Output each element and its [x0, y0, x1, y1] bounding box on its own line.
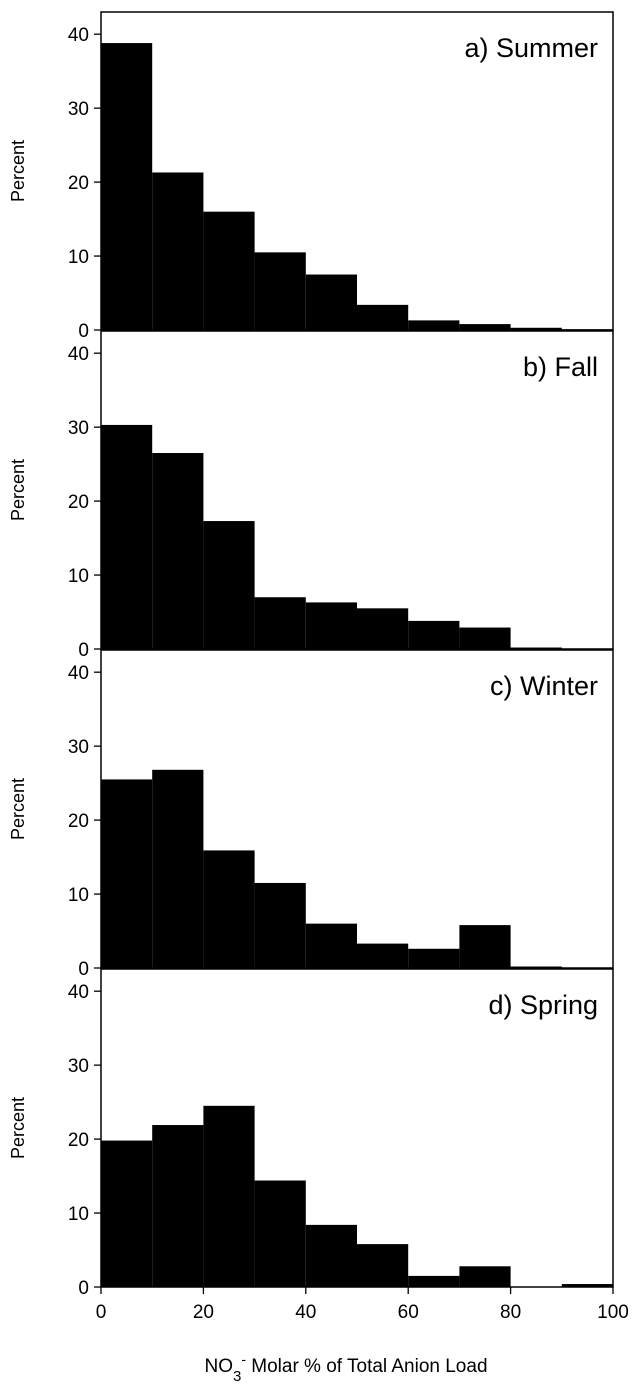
- bar-bfall-70-80: [459, 627, 511, 649]
- x-tick-label-40: 40: [295, 1302, 316, 1323]
- y-tick-label-asummer-30: 30: [68, 99, 89, 120]
- panel-frame-bfall: [100, 330, 614, 650]
- bar-bfall-0-10: [101, 424, 153, 649]
- y-tick-label-asummer-0: 0: [78, 321, 89, 342]
- bar-cwinter-20-30: [203, 850, 255, 968]
- y-tick-label-cwinter-0: 0: [78, 959, 89, 980]
- y-tick-label-bfall-10: 10: [68, 566, 89, 587]
- y-tick-label-bfall-0: 0: [78, 640, 89, 661]
- panel-title-bfall: b) Fall: [523, 352, 598, 382]
- bar-asummer-20-30: [203, 211, 255, 330]
- bar-dspring-20-30: [203, 1105, 255, 1287]
- bar-asummer-30-40: [254, 252, 306, 330]
- y-tick-label-cwinter-40: 40: [68, 663, 89, 684]
- bar-bfall-40-50: [305, 602, 357, 649]
- bar-cwinter-0-10: [101, 779, 153, 968]
- y-axis-label-dspring: Percent: [8, 1097, 28, 1159]
- y-tick-label-bfall-20: 20: [68, 492, 89, 513]
- x-axis-label-superscript: -: [241, 1351, 246, 1367]
- x-axis-label: NO3- Molar % of Total Anion Load: [204, 1351, 487, 1385]
- bar-dspring-50-60: [357, 1244, 409, 1287]
- bar-bfall-30-40: [254, 597, 306, 649]
- y-tick-label-cwinter-10: 10: [68, 885, 89, 906]
- bar-asummer-60-70: [408, 320, 460, 330]
- bar-asummer-50-60: [357, 304, 409, 330]
- y-tick-label-asummer-40: 40: [68, 25, 89, 46]
- bar-dspring-10-20: [152, 1125, 204, 1287]
- y-tick-label-dspring-40: 40: [68, 982, 89, 1003]
- y-tick-label-dspring-30: 30: [68, 1056, 89, 1077]
- y-tick-label-asummer-20: 20: [68, 173, 89, 194]
- bar-dspring-40-50: [305, 1224, 357, 1287]
- x-tick-label-0: 0: [96, 1302, 107, 1323]
- bar-bfall-60-70: [408, 620, 460, 649]
- bar-dspring-60-70: [408, 1275, 460, 1287]
- x-tick-label-60: 60: [398, 1302, 419, 1323]
- bar-bfall-10-20: [152, 453, 204, 649]
- panel-frame-cwinter: [100, 649, 614, 969]
- panel-dspring: 0 10 20 30 40 Percent d) Spring: [8, 968, 614, 1299]
- x-tick-label-20: 20: [193, 1302, 214, 1323]
- bar-asummer-40-50: [305, 274, 357, 330]
- y-tick-label-dspring-0: 0: [78, 1278, 89, 1299]
- bar-dspring-0-10: [101, 1140, 153, 1287]
- panels-layer: 0 10 20 30 40 Percent a) Summer 0 10 20 30 40 Percen…: [8, 11, 614, 1299]
- bar-asummer-0-10: [101, 43, 153, 331]
- y-axis-label-cwinter: Percent: [8, 778, 28, 840]
- bar-asummer-80-90: [510, 327, 562, 330]
- bar-cwinter-50-60: [357, 943, 409, 968]
- x-axis-label-prefix: NO: [204, 1356, 233, 1377]
- bar-cwinter-60-70: [408, 948, 460, 968]
- panel-cwinter: 0 10 20 30 40 Percent c) Winter: [8, 649, 614, 980]
- x-axis-label-subscript: 3: [233, 1368, 241, 1385]
- panel-frame-dspring: [100, 968, 614, 1288]
- y-tick-label-dspring-20: 20: [68, 1130, 89, 1151]
- bar-asummer-10-20: [152, 172, 204, 330]
- panel-title-dspring: d) Spring: [488, 990, 598, 1020]
- y-tick-label-dspring-10: 10: [68, 1204, 89, 1225]
- panel-bfall: 0 10 20 30 40 Percent b) Fall: [8, 330, 614, 661]
- bar-dspring-90-100: [561, 1284, 613, 1287]
- y-tick-label-cwinter-30: 30: [68, 737, 89, 758]
- bar-bfall-20-30: [203, 521, 255, 649]
- y-tick-label-asummer-10: 10: [68, 247, 89, 268]
- y-tick-label-cwinter-20: 20: [68, 811, 89, 832]
- bar-cwinter-10-20: [152, 769, 204, 968]
- bar-cwinter-40-50: [305, 923, 357, 968]
- x-tick-label-100: 100: [597, 1302, 629, 1323]
- panel-frame-asummer: [100, 11, 614, 331]
- bar-dspring-30-40: [254, 1180, 306, 1287]
- panel-asummer: 0 10 20 30 40 Percent a) Summer: [8, 11, 614, 342]
- bar-dspring-70-80: [459, 1266, 511, 1287]
- y-tick-label-bfall-30: 30: [68, 418, 89, 439]
- panel-title-asummer: a) Summer: [464, 33, 598, 63]
- bar-asummer-70-80: [459, 324, 511, 330]
- x-tick-label-80: 80: [500, 1302, 521, 1323]
- bar-bfall-50-60: [357, 608, 409, 649]
- bar-cwinter-30-40: [254, 882, 306, 968]
- y-tick-label-bfall-40: 40: [68, 344, 89, 365]
- y-axis-label-bfall: Percent: [8, 459, 28, 521]
- x-axis: 0 20 40 60 80 100: [96, 1287, 629, 1323]
- y-axis-label-asummer: Percent: [8, 140, 28, 202]
- bar-cwinter-70-80: [459, 925, 511, 968]
- x-axis-label-suffix: Molar % of Total Anion Load: [246, 1356, 488, 1377]
- panel-title-cwinter: c) Winter: [490, 671, 598, 701]
